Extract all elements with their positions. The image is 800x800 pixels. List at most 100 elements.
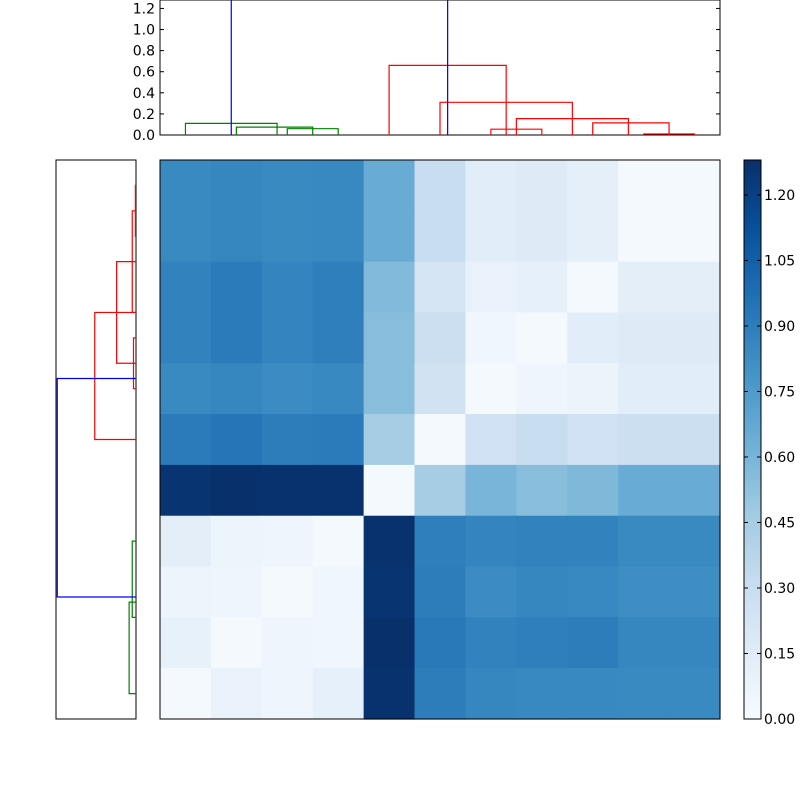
heatmap-cell [160,261,212,314]
top-dendrogram-tick-label: 0.2 [133,107,155,123]
left-dendrogram-links [56,184,136,695]
heatmap-cell [567,261,619,314]
heatmap-cell [618,617,670,669]
heatmap-cell [363,414,416,466]
heatmap-cell [261,210,314,263]
heatmap-cell [210,261,263,314]
heatmap-cell [669,261,721,314]
heatmap-cell [465,566,517,618]
heatmap-cell [160,566,212,618]
colorbar-tick-label: 0.60 [764,450,795,466]
colorbar-tick-label: 0.90 [764,319,795,335]
heatmap-cell [567,668,619,720]
colorbar-tick-label: 0.00 [764,712,795,728]
heatmap-cell [669,668,721,720]
heatmap-cell [261,312,314,364]
top-dendrogram-tick-label: 0.8 [133,44,155,60]
heatmap-cell [312,668,365,720]
colorbar-frame [743,159,762,720]
heatmap-cell [465,617,517,669]
heatmap-cell [160,363,212,415]
left-dendrogram-link [131,540,136,618]
heatmap-cell [210,210,263,263]
heatmap-cell [567,160,619,212]
heatmap-cell [210,668,263,720]
left-dendrogram-link [56,377,136,598]
heatmap-cell [618,261,670,314]
heatmap-cell [363,515,416,568]
top-dendrogram: 0.0 0.2 0.4 0.6 0.8 1.0 1.2 [133,0,721,144]
heatmap-cell [210,414,263,466]
heatmap-cell [465,515,517,568]
heatmap-cell [465,668,517,720]
heatmap-cell [669,566,721,618]
heatmap-cell [312,210,365,263]
heatmap-cell [363,210,416,263]
heatmap-cell [516,566,568,618]
heatmap-cell [261,617,314,669]
heatmap-cell [160,515,212,568]
heatmap-cell [414,515,467,568]
heatmap-cell [414,312,467,364]
heatmap-cell [465,312,517,364]
heatmap-cell [160,668,212,720]
top-dendrogram-links [184,0,696,135]
heatmap-cell [618,414,670,466]
heatmap-cell [414,160,467,212]
heatmap-cell [363,261,416,314]
heatmap-cell [516,160,568,212]
heatmap-cell [618,464,670,517]
heatmap-cell [414,464,467,517]
heatmap-frame [159,159,721,720]
heatmap-cell [414,363,467,415]
heatmap-cell [414,617,467,669]
heatmap-cell [261,160,314,212]
heatmap-cell [363,363,416,415]
heatmap-cell [618,668,670,720]
heatmap-cell [618,210,670,263]
heatmap-cell [618,515,670,568]
heatmap-cell [465,464,517,517]
heatmap-cell [363,617,416,669]
heatmap-cell [210,160,263,212]
heatmap-cell [312,515,365,568]
colorbar-tick-label: 1.05 [764,253,795,269]
top-dendrogram-link [286,128,339,135]
heatmap-cell [567,210,619,263]
heatmap-cell [465,363,517,415]
heatmap-cell [210,312,263,364]
heatmap-cell [210,566,263,618]
heatmap-cell [567,515,619,568]
heatmap-cell [210,363,263,415]
colorbar-gradient [744,160,761,719]
heatmap-cell [160,464,212,517]
heatmap-cell [363,312,416,364]
heatmap-cell [465,160,517,212]
heatmap-cell [516,617,568,669]
heatmap-cell [516,363,568,415]
heatmap-cell [261,515,314,568]
heatmap-cell [210,515,263,568]
heatmap-cell [465,414,517,466]
heatmap-cell [312,464,365,517]
heatmap-cell [516,261,568,314]
top-dendrogram-tick-label: 0.4 [133,86,155,102]
heatmap-cell [363,464,416,517]
heatmap-cell [160,617,212,669]
colorbar-tick-label: 0.15 [764,646,795,662]
heatmap-cell [312,566,365,618]
heatmap-cell [516,515,568,568]
heatmap-cell [363,566,416,618]
heatmap-cell [363,668,416,720]
heatmap-cell [414,210,467,263]
colorbar-tick-label: 0.30 [764,581,795,597]
heatmap-cell [516,210,568,263]
heatmap-cell [669,414,721,466]
heatmap-cell [210,464,263,517]
heatmap-cell [516,464,568,517]
heatmap-cell [160,414,212,466]
top-dendrogram-link [592,122,670,135]
heatmap-cell [261,414,314,466]
heatmap-cell [312,160,365,212]
